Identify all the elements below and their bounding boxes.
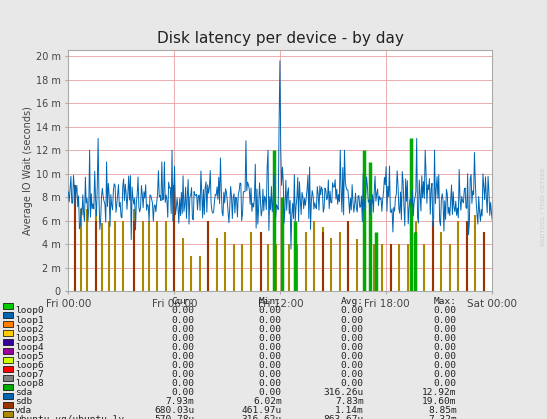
Text: 0.00: 0.00 (259, 334, 282, 342)
Text: Min:: Min: (259, 297, 282, 306)
Text: 0.00: 0.00 (259, 343, 282, 352)
Text: 316.62u: 316.62u (241, 415, 282, 419)
Text: 0.00: 0.00 (434, 316, 457, 324)
Text: 0.00: 0.00 (341, 307, 364, 316)
Text: 7.93m: 7.93m (165, 396, 194, 406)
Text: 0.00: 0.00 (171, 360, 194, 370)
Text: loop7: loop7 (15, 370, 44, 378)
Text: loop4: loop4 (15, 343, 44, 352)
Text: 0.00: 0.00 (171, 388, 194, 396)
Text: 0.00: 0.00 (259, 316, 282, 324)
Text: Cur:: Cur: (171, 297, 194, 306)
Text: loop3: loop3 (15, 334, 44, 342)
Text: sda: sda (15, 388, 32, 396)
Text: loop8: loop8 (15, 379, 44, 388)
Text: 0.00: 0.00 (259, 325, 282, 334)
Text: 7.32m: 7.32m (428, 415, 457, 419)
Text: 0.00: 0.00 (434, 352, 457, 360)
Text: 1.14m: 1.14m (335, 406, 364, 414)
Text: 0.00: 0.00 (171, 370, 194, 378)
Text: 0.00: 0.00 (434, 307, 457, 316)
Text: loop5: loop5 (15, 352, 44, 360)
Text: 0.00: 0.00 (259, 379, 282, 388)
Text: 0.00: 0.00 (434, 343, 457, 352)
Text: 0.00: 0.00 (341, 352, 364, 360)
Y-axis label: Average IO Wait (seconds): Average IO Wait (seconds) (23, 106, 33, 235)
Text: loop0: loop0 (15, 307, 44, 316)
Text: vda: vda (15, 406, 32, 414)
Text: 0.00: 0.00 (341, 343, 364, 352)
Text: 0.00: 0.00 (259, 370, 282, 378)
Text: Max:: Max: (434, 297, 457, 306)
Text: 0.00: 0.00 (341, 325, 364, 334)
Text: 0.00: 0.00 (259, 360, 282, 370)
Text: 461.97u: 461.97u (241, 406, 282, 414)
Text: 0.00: 0.00 (341, 370, 364, 378)
Text: Avg:: Avg: (341, 297, 364, 306)
Text: 0.00: 0.00 (434, 379, 457, 388)
Text: 0.00: 0.00 (171, 379, 194, 388)
Text: sdb: sdb (15, 396, 32, 406)
Text: 0.00: 0.00 (434, 370, 457, 378)
Text: 680.03u: 680.03u (154, 406, 194, 414)
Title: Disk latency per device - by day: Disk latency per device - by day (157, 31, 404, 47)
Text: 0.00: 0.00 (434, 334, 457, 342)
Text: 0.00: 0.00 (171, 343, 194, 352)
Text: 0.00: 0.00 (171, 352, 194, 360)
Text: 0.00: 0.00 (259, 307, 282, 316)
Text: 570.78u: 570.78u (154, 415, 194, 419)
Text: 6.02m: 6.02m (253, 396, 282, 406)
Text: 8.85m: 8.85m (428, 406, 457, 414)
Text: 0.00: 0.00 (171, 316, 194, 324)
Text: 0.00: 0.00 (341, 379, 364, 388)
Text: 0.00: 0.00 (434, 325, 457, 334)
Text: loop2: loop2 (15, 325, 44, 334)
Text: 19.60m: 19.60m (422, 396, 457, 406)
Text: 0.00: 0.00 (171, 307, 194, 316)
Text: 863.67u: 863.67u (323, 415, 364, 419)
Text: 0.00: 0.00 (341, 316, 364, 324)
Text: 7.83m: 7.83m (335, 396, 364, 406)
Text: 12.92m: 12.92m (422, 388, 457, 396)
Text: 0.00: 0.00 (171, 325, 194, 334)
Text: 0.00: 0.00 (341, 334, 364, 342)
Text: 0.00: 0.00 (259, 352, 282, 360)
Text: ubuntu-vg/ubuntu-lv: ubuntu-vg/ubuntu-lv (15, 415, 124, 419)
Text: RRDTOOL / TOBI OETKER: RRDTOOL / TOBI OETKER (540, 168, 546, 246)
Text: loop1: loop1 (15, 316, 44, 324)
Text: 0.00: 0.00 (341, 360, 364, 370)
Text: loop6: loop6 (15, 360, 44, 370)
Text: 0.00: 0.00 (259, 388, 282, 396)
Text: 316.26u: 316.26u (323, 388, 364, 396)
Text: 0.00: 0.00 (171, 334, 194, 342)
Text: 0.00: 0.00 (434, 360, 457, 370)
